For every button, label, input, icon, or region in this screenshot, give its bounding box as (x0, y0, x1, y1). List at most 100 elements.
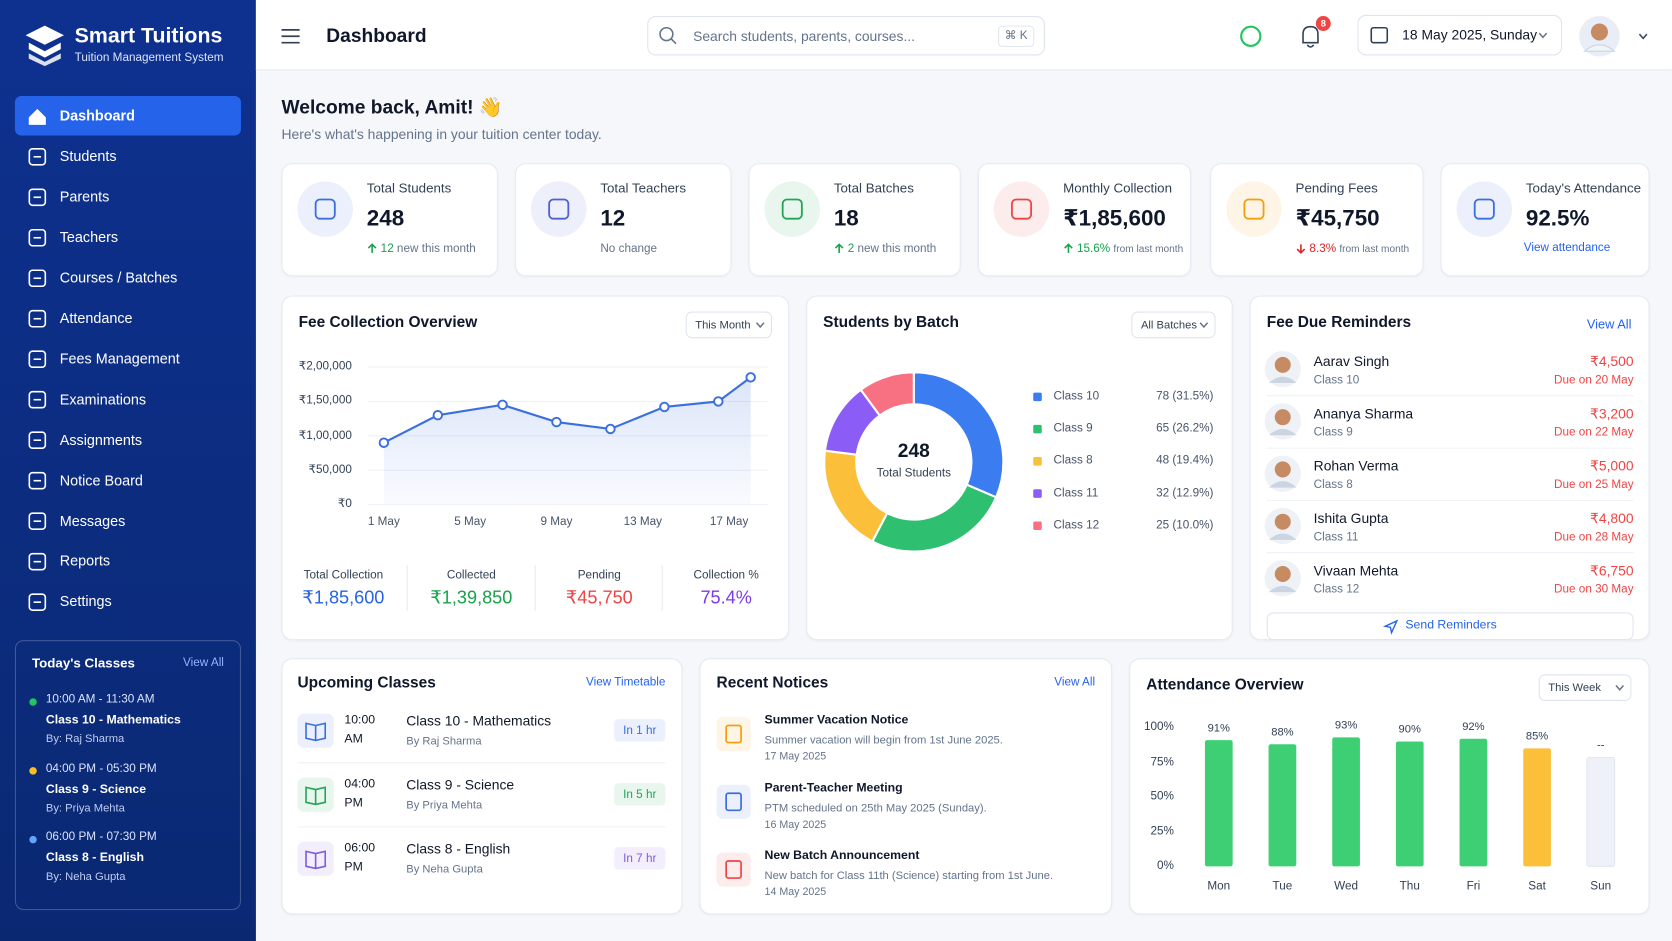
nav-item[interactable]: Dashboard (59, 107, 135, 124)
chart-title: Attendance Overview (1146, 676, 1304, 694)
notice-text: Summer vacation will begin from 1st June… (764, 733, 1003, 747)
link[interactable]: View All (1054, 675, 1096, 689)
card-title: Fee Due Reminders (1266, 313, 1412, 332)
stat-note-row: 2 new this month (834, 242, 936, 255)
class-name: Class 9 - Science (406, 776, 515, 793)
class-time: 04:00 PM - 05:30 PM (45, 761, 157, 775)
class-name: Class 10 - Mathematics (45, 713, 181, 727)
dropdown[interactable] (1538, 674, 1632, 701)
nav-item[interactable]: Parents (59, 188, 110, 205)
trend-arrow (367, 243, 377, 253)
student-name: Aarav Singh (1313, 353, 1390, 370)
stat-card (1210, 163, 1424, 277)
class-teacher: By Raj Sharma (406, 734, 482, 748)
student-name: Rohan Verma (1313, 457, 1399, 474)
nav-item[interactable]: Reports (59, 553, 111, 570)
nav-item[interactable]: Notice Board (59, 472, 143, 489)
notice-date: 17 May 2025 (764, 751, 827, 763)
class-time: 06:00 PM - 07:30 PM (45, 830, 157, 844)
stat-note-row: 8.3% from last month (1296, 242, 1410, 255)
stat-note-row: 15.6% from last month (1063, 242, 1183, 255)
stat-label: Today's Attendance (1525, 180, 1642, 196)
nav-item[interactable]: Messages (59, 512, 126, 529)
due-date: Due on 20 May (1554, 373, 1634, 387)
stat-note: from last month (1339, 242, 1410, 255)
due-date: Due on 30 May (1554, 582, 1634, 596)
notice-text: New batch for Class 11th (Science) start… (764, 869, 1054, 883)
send-button-label: Send Reminders (1405, 618, 1497, 632)
nav-item[interactable]: Courses / Batches (59, 269, 178, 286)
due-date: Due on 28 May (1554, 530, 1634, 544)
stat-link[interactable]: View attendance (1523, 241, 1611, 255)
class-period: AM (344, 733, 363, 746)
section-title: Today's Classes (31, 655, 135, 671)
y-tick-label: 75% (1150, 755, 1174, 769)
class-time: 10:00 AM - 11:30 AM (45, 692, 155, 706)
class-name: Class 10 - Mathematics (406, 712, 552, 729)
student-class: Class 12 (1313, 582, 1360, 596)
stat-card (977, 163, 1192, 277)
nav-active[interactable] (14, 96, 241, 136)
summary-label: Total Collection (303, 569, 384, 582)
date: 18 May 2025, Sunday (1402, 26, 1538, 43)
class-time: 10:00 (344, 713, 376, 727)
trend-arrow (834, 243, 844, 253)
stat-note: from last month (1113, 242, 1184, 255)
student-name: Ananya Sharma (1313, 405, 1414, 422)
upcoming-card (281, 658, 683, 915)
nav-item[interactable]: Students (59, 148, 117, 165)
stat-note-row: No change (600, 242, 657, 255)
legend-label: Class 12 (1053, 518, 1100, 532)
shortcut: ⌘ K (1004, 29, 1028, 43)
legend-label: Class 11 (1053, 486, 1099, 500)
y-tick-label: 50% (1150, 789, 1174, 803)
notices-card (699, 658, 1113, 915)
student-class: Class 10 (1313, 373, 1360, 387)
nav-item[interactable]: Examinations (59, 391, 147, 408)
donut-center-value: 248 (897, 439, 930, 462)
notice-date: 14 May 2025 (764, 886, 827, 899)
nav-item[interactable]: Attendance (59, 310, 133, 327)
stat-note: new this month (396, 242, 476, 255)
stat-label: Total Students (366, 180, 452, 196)
summary-label: Pending (577, 569, 621, 582)
stat-label: Monthly Collection (1063, 180, 1173, 196)
notice-date: 16 May 2025 (764, 818, 827, 831)
search-placeholder: Search students, parents, courses... (693, 27, 916, 44)
nav-item[interactable]: Teachers (59, 229, 119, 246)
y-tick-label: 0% (1157, 859, 1174, 873)
legend-label: Class 8 (1053, 454, 1093, 468)
page-title: Dashboard (326, 24, 427, 47)
dropdown[interactable] (1131, 311, 1216, 339)
stat-value: ₹1,85,600 (1063, 206, 1166, 231)
link[interactable]: View All (1586, 316, 1632, 332)
stat-label: Pending Fees (1295, 180, 1378, 196)
send-button[interactable] (1266, 612, 1634, 641)
legend-value: 25 (10.0%) (1156, 518, 1214, 532)
stat-value: ₹45,750 (1295, 206, 1380, 231)
class-teacher: By: Neha Gupta (45, 870, 126, 884)
due-amount: ₹5,000 (1590, 457, 1634, 474)
stat-delta: 12 (380, 242, 394, 255)
legend-value: 48 (19.4%) (1156, 454, 1214, 468)
nav-item[interactable]: Assignments (59, 431, 143, 448)
nav-item[interactable]: Settings (59, 593, 112, 610)
card-title: Upcoming Classes (297, 674, 436, 692)
y-tick-label: ₹1,50,000 (298, 394, 352, 408)
stat-note-row: 12 new this month (367, 242, 476, 255)
date-picker[interactable] (1357, 14, 1563, 56)
due-date: Due on 22 May (1554, 426, 1634, 439)
stat-note: new this month (857, 242, 937, 255)
class-name: Class 9 - Science (45, 782, 147, 796)
link[interactable]: View All (183, 656, 224, 670)
chart-title: Students by Batch (823, 313, 959, 332)
link[interactable]: View Timetable (586, 675, 666, 689)
search-box[interactable] (647, 16, 1045, 56)
brand-name: Smart Tuitions (74, 24, 223, 49)
stat-delta: 2 (847, 242, 855, 255)
dropdown[interactable] (685, 311, 773, 339)
donut-center-label: Total Students (876, 466, 951, 480)
nav-item[interactable]: Fees Management (59, 350, 180, 367)
